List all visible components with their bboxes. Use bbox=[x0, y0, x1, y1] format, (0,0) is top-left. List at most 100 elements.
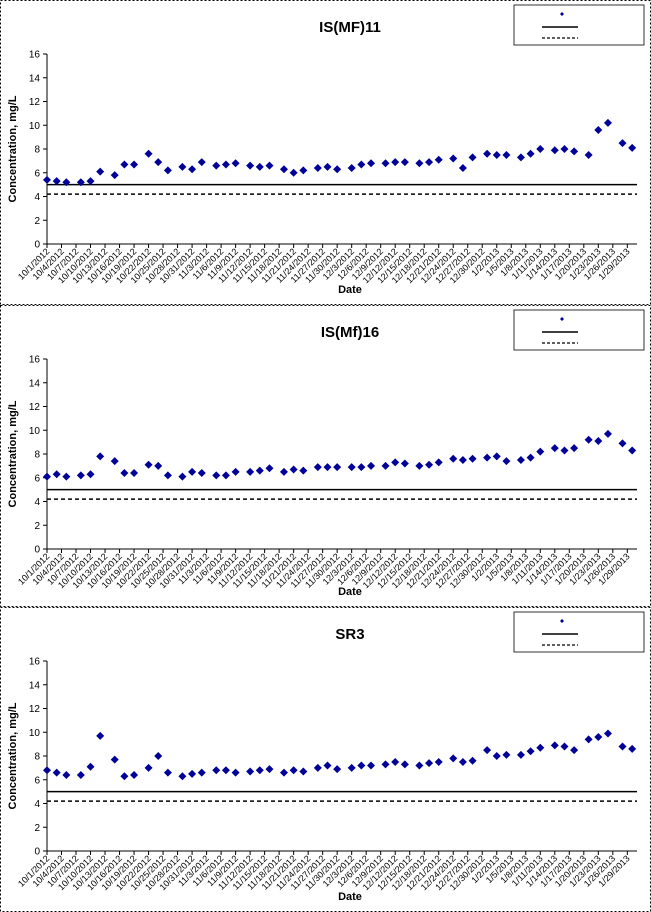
data-point bbox=[434, 155, 443, 164]
data-point bbox=[188, 769, 197, 778]
data-point bbox=[246, 161, 255, 170]
data-point bbox=[86, 470, 95, 479]
chart-panel-3: SR3 0 2 4 6 8 10 12 14 16 Concentration, mg/L 10/1/… bbox=[0, 607, 651, 912]
data-point bbox=[516, 153, 525, 162]
data-point bbox=[163, 768, 172, 777]
data-point bbox=[212, 766, 221, 775]
data-point bbox=[197, 158, 206, 167]
data-point bbox=[449, 754, 458, 763]
legend-box bbox=[513, 309, 645, 351]
legend-box bbox=[513, 4, 645, 46]
data-point bbox=[313, 763, 322, 772]
data-point bbox=[52, 768, 61, 777]
data-point bbox=[76, 771, 85, 779]
data-point bbox=[536, 145, 545, 153]
data-point bbox=[434, 458, 443, 467]
data-point bbox=[110, 171, 119, 180]
data-point bbox=[178, 162, 187, 171]
data-point bbox=[231, 467, 240, 476]
data-point bbox=[415, 761, 424, 770]
data-point bbox=[313, 463, 322, 472]
y-tick-label: 12 bbox=[29, 97, 41, 108]
data-point bbox=[323, 162, 332, 171]
data-point bbox=[458, 164, 467, 172]
data-point bbox=[570, 444, 579, 453]
y-tick-label: 6 bbox=[34, 775, 40, 786]
data-point bbox=[550, 146, 559, 155]
y-tick-label: 0 bbox=[34, 847, 40, 858]
data-point bbox=[255, 162, 264, 171]
data-point bbox=[246, 767, 255, 776]
data-point bbox=[110, 457, 119, 466]
data-point bbox=[483, 746, 492, 755]
y-tick-label: 8 bbox=[34, 450, 40, 461]
data-point bbox=[62, 472, 71, 481]
data-point bbox=[603, 429, 612, 438]
legend-box bbox=[513, 611, 645, 653]
data-point bbox=[425, 759, 434, 768]
y-tick-label: 12 bbox=[29, 704, 41, 715]
data-point bbox=[130, 160, 139, 169]
data-point bbox=[333, 765, 342, 774]
data-point bbox=[323, 463, 332, 472]
data-point bbox=[550, 444, 559, 453]
data-point bbox=[231, 159, 240, 168]
data-point bbox=[178, 472, 187, 481]
data-point bbox=[178, 772, 187, 781]
data-point bbox=[603, 118, 612, 127]
legend-marker bbox=[560, 12, 564, 16]
data-point bbox=[425, 158, 434, 167]
data-point bbox=[144, 460, 153, 469]
data-point bbox=[560, 742, 569, 751]
data-point bbox=[449, 154, 458, 163]
data-point bbox=[594, 436, 603, 445]
data-point bbox=[62, 178, 71, 187]
chart-title: IS(Mf)16 bbox=[321, 324, 379, 341]
data-point bbox=[628, 143, 637, 152]
y-tick-label: 16 bbox=[29, 355, 41, 366]
data-point bbox=[289, 766, 298, 775]
data-point bbox=[594, 733, 603, 741]
y-tick-label: 4 bbox=[34, 192, 40, 203]
data-point bbox=[323, 761, 332, 770]
data-point bbox=[154, 158, 163, 167]
data-point bbox=[425, 460, 434, 469]
y-tick-label: 14 bbox=[29, 378, 41, 389]
data-point bbox=[618, 742, 627, 751]
data-point bbox=[76, 178, 85, 187]
data-point bbox=[163, 471, 172, 480]
y-tick-label: 14 bbox=[29, 680, 41, 691]
data-point bbox=[391, 458, 400, 467]
data-point bbox=[289, 465, 298, 474]
data-point bbox=[299, 767, 308, 776]
data-point bbox=[231, 768, 240, 777]
data-point bbox=[400, 459, 409, 468]
y-tick-label: 4 bbox=[34, 497, 40, 508]
data-point bbox=[367, 159, 376, 168]
data-point bbox=[468, 756, 477, 765]
chart-panel-2: IS(Mf)16 0 2 4 6 8 10 12 14 16 Concentration, mg/L… bbox=[0, 305, 651, 607]
data-point bbox=[570, 746, 579, 755]
data-point bbox=[347, 463, 356, 472]
y-axis-label: Concentration, mg/L bbox=[7, 702, 19, 809]
data-point bbox=[221, 471, 230, 480]
data-point bbox=[299, 166, 308, 175]
data-point bbox=[96, 167, 105, 176]
data-point bbox=[492, 752, 501, 760]
data-point bbox=[333, 165, 342, 174]
data-point bbox=[52, 177, 61, 186]
data-point bbox=[381, 159, 390, 168]
data-point bbox=[255, 766, 264, 775]
chart-panel-1: IS(MF)11 0 2 4 6 8 10 12 14 16 Concentration, mg/L… bbox=[0, 0, 651, 305]
y-axis-label: Concentration, mg/L bbox=[7, 400, 19, 507]
data-point bbox=[221, 160, 230, 169]
data-point bbox=[415, 159, 424, 168]
data-point bbox=[246, 467, 255, 476]
data-point bbox=[86, 762, 95, 771]
data-point bbox=[628, 446, 637, 455]
data-point bbox=[357, 761, 366, 770]
y-tick-label: 6 bbox=[34, 473, 40, 484]
data-point bbox=[313, 164, 322, 172]
